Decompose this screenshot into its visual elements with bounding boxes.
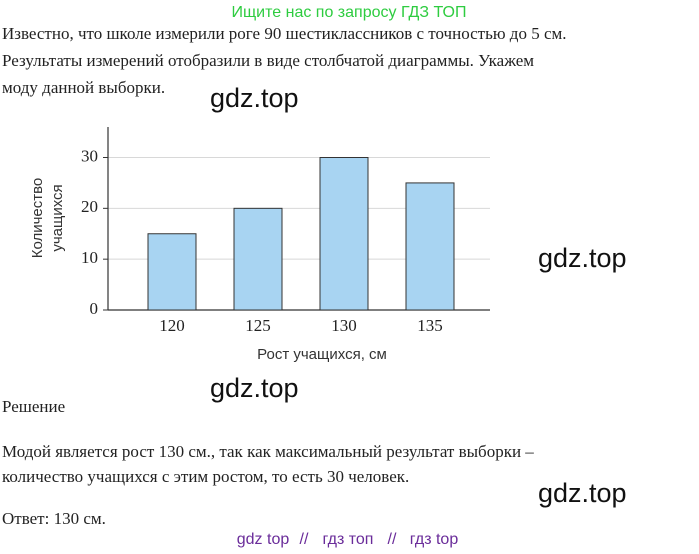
bar bbox=[319, 157, 369, 311]
banner: Ищите нас по запросу ГДЗ ТОП bbox=[232, 4, 467, 21]
footer-link[interactable]: gdz top bbox=[237, 531, 290, 548]
x-tick-label: 135 bbox=[417, 316, 443, 335]
solution-line: Модой является рост 130 см., так как мак… bbox=[2, 442, 534, 461]
y-axis-label: учащихся bbox=[49, 184, 66, 251]
watermark: gdz.top bbox=[210, 83, 299, 113]
watermark: gdz.top bbox=[210, 373, 299, 403]
y-axis-label: Количество bbox=[29, 178, 46, 259]
solution-line: количество учащихся с этим ростом, то ес… bbox=[2, 467, 409, 486]
footer-link[interactable]: гдз top bbox=[410, 531, 459, 548]
y-tick-label: 20 bbox=[81, 197, 98, 216]
bar bbox=[233, 207, 283, 311]
footer: gdz top // гдз топ // гдз top bbox=[237, 531, 459, 548]
problem-line: Известно, что школе измерили роге 90 шес… bbox=[2, 24, 567, 43]
x-tick-label: 125 bbox=[245, 316, 271, 335]
answer: Ответ: 130 см. bbox=[2, 509, 106, 528]
problem-line: Результаты измерений отобразили в виде с… bbox=[2, 51, 534, 70]
problem-line: моду данной выборки. bbox=[2, 78, 165, 97]
watermark: gdz.top bbox=[538, 243, 627, 273]
y-tick-label: 30 bbox=[81, 146, 98, 165]
x-axis-label: Рост учащихся, см bbox=[257, 346, 387, 363]
x-tick-label: 130 bbox=[331, 316, 357, 335]
y-tick-label: 10 bbox=[81, 248, 98, 267]
separator: // bbox=[300, 531, 309, 548]
solution-heading: Решение bbox=[2, 397, 65, 416]
x-tick-label: 120 bbox=[159, 316, 185, 335]
y-tick-label: 0 bbox=[90, 299, 99, 318]
watermark: gdz.top bbox=[538, 478, 627, 508]
separator: // bbox=[388, 531, 397, 548]
bar bbox=[147, 233, 197, 311]
footer-link[interactable]: гдз топ bbox=[323, 531, 374, 548]
bar bbox=[405, 182, 455, 311]
